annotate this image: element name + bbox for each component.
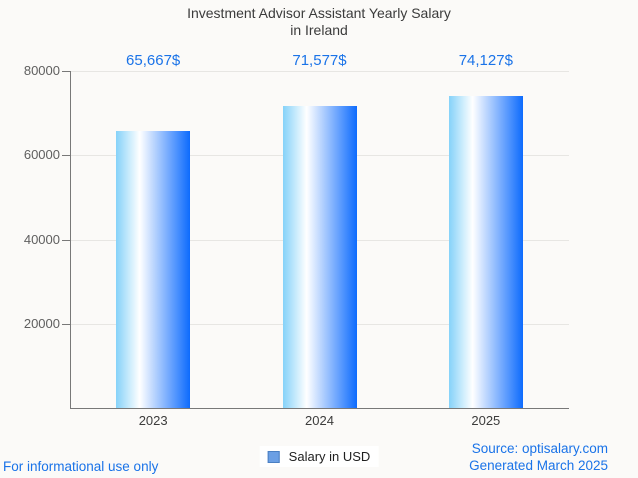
source-link[interactable]: Source: optisalary.com	[471, 441, 608, 456]
y-axis-label: 40000	[23, 231, 60, 247]
y-axis-tick	[62, 239, 70, 241]
bar-value-label: 71,577$	[292, 52, 347, 69]
legend-label: Salary in USD	[288, 449, 371, 464]
x-axis-baseline	[70, 408, 569, 409]
y-axis-tick	[62, 71, 70, 72]
y-axis-tick	[62, 155, 70, 157]
bar-value-label: 74,127$	[458, 52, 513, 69]
legend-swatch-icon	[267, 450, 280, 463]
y-axis-line	[70, 71, 71, 408]
chart-title: Investment Advisor Assistant Yearly Sala…	[0, 5, 638, 39]
legend: Salary in USD	[259, 446, 379, 467]
generated-text: Generated March 2025	[469, 457, 608, 473]
bar-2025[interactable]	[448, 95, 523, 408]
x-axis-label: 2025	[471, 413, 501, 428]
bar-2024[interactable]	[282, 106, 357, 408]
chart-title-line2: in Ireland	[290, 22, 348, 38]
x-axis-label: 2023	[138, 413, 168, 428]
y-axis-label: 80000	[23, 63, 60, 78]
y-axis-tick	[62, 323, 70, 325]
gridline-80000	[70, 71, 569, 72]
x-axis-label: 2024	[305, 413, 334, 428]
y-axis-label: 20000	[23, 315, 60, 331]
y-axis-label: 60000	[23, 147, 60, 163]
bar-value-label: 65,667$	[126, 52, 181, 69]
chart-title-line1: Investment Advisor Assistant Yearly Sala…	[187, 5, 451, 21]
disclaimer-text: For informational use only	[3, 459, 159, 474]
bar-2023[interactable]	[116, 131, 191, 408]
source-block: Source: optisalary.com Generated March 2…	[469, 441, 608, 474]
